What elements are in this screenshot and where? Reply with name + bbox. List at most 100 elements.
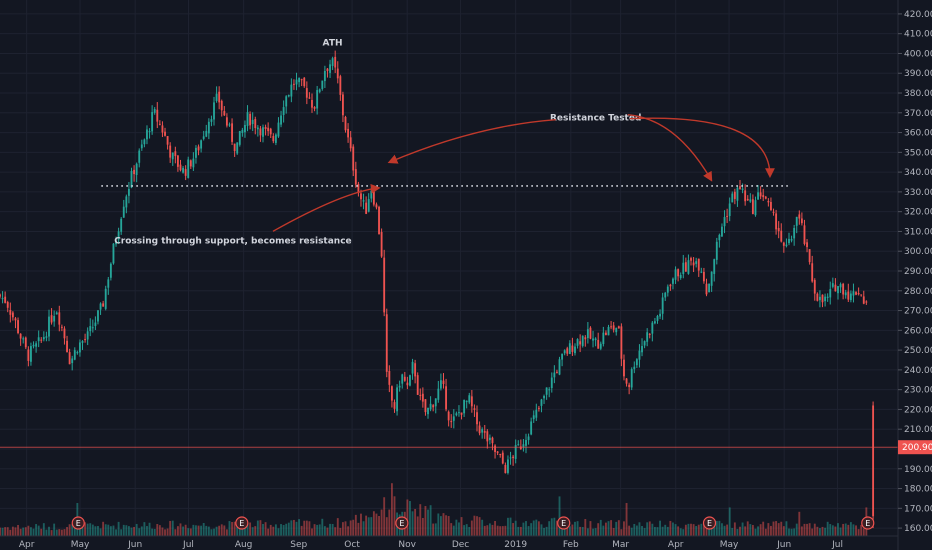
candle-body — [256, 127, 259, 130]
candle-body — [416, 375, 419, 395]
candle-body — [63, 328, 66, 339]
volume-bar — [690, 523, 692, 536]
candle-body — [277, 122, 280, 137]
resistance-arrow-mid — [627, 114, 713, 182]
candle-body — [507, 459, 509, 473]
volume-bar — [579, 526, 582, 536]
candle-body — [653, 321, 656, 324]
volume-bar — [122, 524, 125, 536]
time-axis[interactable]: Apr May Jun Jul Aug Sep Oct Nov Dec 2019 Feb Mar Apr… — [0, 535, 898, 550]
volume-bar — [507, 517, 509, 536]
candle-body — [597, 339, 600, 349]
price-axis-tick-label: 330.00 — [904, 188, 932, 198]
volume-bar — [586, 528, 589, 536]
candle-body — [112, 243, 115, 264]
candle-body — [625, 378, 628, 384]
volume-bar — [357, 522, 360, 536]
candle-body — [393, 402, 396, 409]
volume-bar — [367, 517, 370, 536]
volume-bar — [215, 526, 218, 536]
earnings-marker[interactable] — [557, 516, 571, 530]
candle-body — [718, 234, 721, 241]
candle-body — [414, 363, 417, 377]
volume-bar — [481, 519, 484, 536]
candle-body — [512, 456, 515, 459]
volume-bar — [336, 518, 339, 536]
earnings-marker[interactable] — [702, 516, 717, 530]
volume-bar — [256, 520, 259, 536]
candle-body — [94, 322, 97, 327]
volume-bar — [55, 529, 58, 536]
price-axis[interactable]: 160.00170.00180.00190.00200.00210.00220.… — [897, 0, 932, 550]
candle-body — [321, 80, 324, 89]
candle-body — [491, 437, 494, 444]
volume-bar — [326, 527, 329, 536]
candle-body — [372, 189, 375, 205]
candle-body — [697, 258, 700, 271]
candle-body — [429, 403, 432, 410]
candle-body — [476, 412, 478, 425]
candle-body — [641, 346, 643, 353]
volume-bar — [352, 519, 355, 536]
candle-body — [11, 312, 14, 318]
volume-bar — [393, 496, 396, 536]
volume-bar — [556, 520, 558, 536]
candle-body — [434, 398, 437, 407]
candle-body — [501, 452, 504, 464]
volume-bar — [277, 528, 280, 536]
earnings-marker[interactable] — [395, 516, 409, 530]
candle-body — [659, 313, 662, 317]
candle-body — [442, 380, 445, 384]
volume-bar — [824, 527, 827, 536]
candle-body — [225, 117, 228, 126]
volume-bar — [354, 514, 357, 536]
volume-bar — [365, 515, 368, 536]
candle-body — [772, 211, 775, 213]
earnings-marker[interactable] — [861, 516, 875, 530]
volume-bar — [238, 524, 241, 536]
current-price-tag[interactable] — [898, 440, 932, 455]
volume-bar — [746, 521, 749, 536]
volume-bar — [164, 529, 166, 536]
candle-body — [311, 99, 313, 108]
candle-body — [409, 375, 411, 386]
volume-bar — [545, 526, 548, 536]
candle-body — [406, 382, 409, 386]
support-break-arrow — [272, 183, 381, 232]
volume-bar — [99, 528, 102, 536]
candle-body — [842, 283, 845, 295]
volume-bar — [130, 527, 133, 536]
volume-bar — [566, 526, 569, 536]
candle-body — [710, 271, 713, 286]
candle-body — [661, 297, 664, 314]
price-candles — [0, 50, 875, 529]
candle-body — [458, 412, 460, 414]
candle-body — [762, 195, 765, 198]
volume-bar — [125, 525, 128, 536]
earnings-marker-label: E — [239, 519, 244, 528]
earnings-marker[interactable] — [235, 516, 249, 530]
candle-body — [125, 196, 128, 208]
volume-bar — [602, 525, 605, 536]
volume-bar — [550, 518, 553, 536]
time-axis-tick-label: Mar — [612, 540, 629, 550]
volume-bar — [241, 528, 244, 536]
candle-body — [788, 238, 790, 244]
earnings-marker[interactable] — [71, 516, 85, 530]
candle-body — [829, 289, 832, 298]
candle-body — [192, 158, 195, 168]
volume-bar — [27, 525, 30, 536]
candle-body — [184, 169, 187, 176]
candle-body — [674, 269, 677, 280]
volume-bar — [664, 524, 667, 536]
candle-body — [545, 387, 548, 395]
volume-bar — [847, 524, 850, 536]
volume-bar — [293, 519, 295, 536]
volume-bar — [844, 523, 847, 536]
ath-label: ATH — [323, 39, 343, 49]
volume-bar — [793, 528, 796, 536]
candle-body — [0, 294, 1, 297]
volume-bar — [244, 523, 246, 536]
candle-body — [803, 225, 806, 244]
volume-bar — [648, 521, 651, 536]
